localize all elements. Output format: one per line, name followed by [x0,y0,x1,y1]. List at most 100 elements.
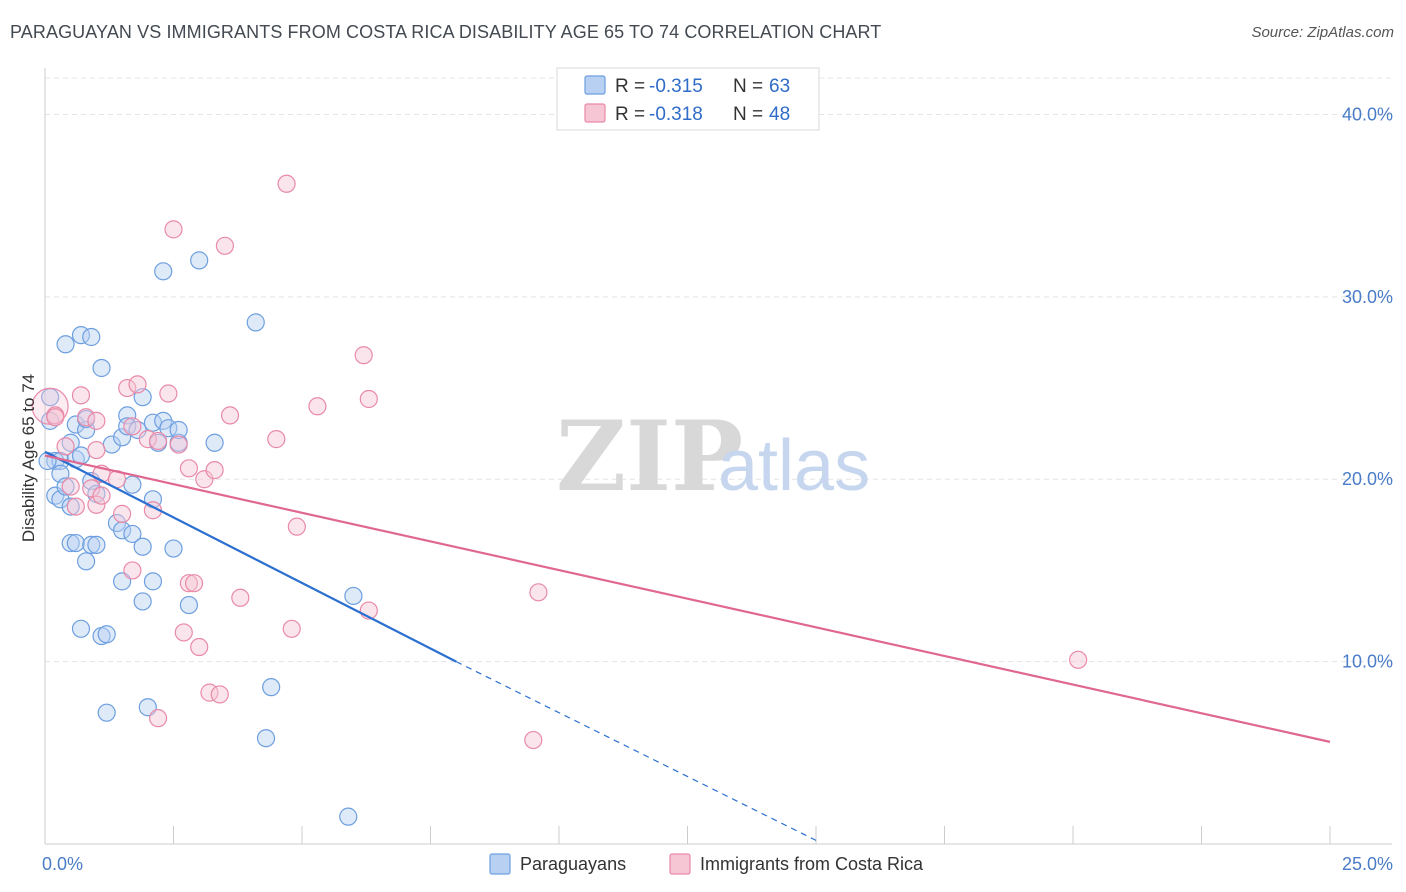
point-paraguayans-41 [133,537,152,556]
trend-line-costa-rica [44,454,1331,743]
point-paraguayans-40 [133,592,152,611]
point-costa-rica-34 [205,461,224,480]
point-costa-rica-40 [277,174,296,193]
trend-line-extension-paraguayans [455,661,817,841]
point-costa-rica-39 [267,430,286,449]
y-tick-label-1: 20.0% [1342,469,1393,489]
point-costa-rica-11 [87,440,106,460]
legend-r-value-blue: -0.315 [649,76,703,97]
point-costa-rica-9 [87,411,106,430]
chart-title: PARAGUAYAN VS IMMIGRANTS FROM COSTA RICA… [10,22,882,42]
point-paraguayans-12 [66,533,85,553]
point-costa-rica-16 [118,378,137,398]
point-paraguayans-56 [205,433,224,452]
point-paraguayans-13 [66,415,85,434]
point-costa-rica-19 [128,375,147,394]
source-label: Source: ZipAtlas.com [1251,24,1394,41]
point-costa-rica-26 [169,435,188,454]
watermark: ZIP atlas [556,400,870,513]
trend-lines [44,450,1331,841]
x-tick-label-max: 25.0% [1342,854,1393,874]
point-costa-rica-15 [112,504,132,523]
y-axis-label: Disability Age 65 to 74 [19,374,38,542]
point-costa-rica-44 [354,346,373,365]
point-paraguayans-60 [339,807,358,826]
series-legend: Paraguayans Immigrants from Costa Rica [489,853,924,875]
point-costa-rica-31 [190,637,209,657]
point-costa-rica-13 [92,486,111,505]
point-paraguayans-28 [97,625,116,644]
point-paraguayans-38 [123,524,142,544]
series-legend-label-costa-rica: Immigrants from Costa Rica [700,854,924,874]
point-costa-rica-45 [359,389,378,409]
point-costa-rica-22 [148,431,168,451]
point-costa-rica-49 [1069,650,1088,669]
point-paraguayans-53 [169,420,188,440]
legend-swatch-pink [584,103,606,123]
point-costa-rica-24 [159,384,178,403]
point-paraguayans-55 [190,251,209,270]
legend-n-label-blue: N = [733,76,763,97]
point-costa-rica-7 [77,408,96,427]
point-costa-rica-4 [61,477,80,496]
point-costa-rica-3 [56,437,75,456]
point-costa-rica-17 [123,417,142,436]
legend-r-value-pink: -0.318 [649,104,703,125]
point-costa-rica-8 [82,479,101,498]
legend-n-label-pink: N = [733,104,763,125]
watermark-atlas: atlas [718,426,870,506]
legend-n-value-pink: 48 [769,104,790,125]
point-paraguayans-54 [179,595,199,615]
point-costa-rica-18 [123,561,142,580]
point-paraguayans-19 [77,552,96,571]
legend-r-label-pink: R = [615,104,645,125]
series-legend-label-paraguayans: Paraguayans [520,854,626,874]
point-costa-rica-25 [164,220,183,239]
grid-lines [45,77,1392,663]
series-legend-swatch-paraguayans [489,853,511,875]
point-paraguayans-29 [97,703,116,722]
point-costa-rica-42 [287,517,306,536]
point-paraguayans-16 [71,619,91,638]
point-paraguayans-8 [56,477,75,496]
point-costa-rica-47 [524,730,543,750]
point-costa-rica-29 [179,574,199,593]
point-paraguayans-26 [92,358,111,378]
point-costa-rica-23 [148,709,168,728]
point-paraguayans-7 [56,335,75,354]
point-costa-rica-35 [210,685,229,704]
y-tick-label-3: 40.0% [1342,104,1393,124]
series-legend-swatch-costa-rica [669,853,691,875]
point-paraguayans-45 [143,572,163,591]
point-paraguayans-25 [87,535,106,554]
point-paraguayans-37 [123,475,142,494]
x-tick-label-min: 0.0% [42,854,83,874]
watermark-zip: ZIP [556,400,743,513]
point-paraguayans-10 [61,497,80,516]
point-costa-rica-41 [282,619,301,638]
point-costa-rica-32 [195,470,214,489]
legend-n-value-blue: 63 [769,76,790,97]
point-costa-rica-30 [184,574,204,593]
point-paraguayans-23 [82,327,101,347]
point-costa-rica-5 [66,497,85,516]
y-tick-label-0: 10.0% [1342,652,1393,672]
tick-labels: 10.0% 20.0% 30.0% 40.0% 0.0% 25.0% [42,104,1393,874]
point-paraguayans-48 [154,262,173,281]
point-paraguayans-57 [246,313,265,332]
point-paraguayans-22 [82,535,101,554]
point-costa-rica-36 [215,236,234,255]
point-paraguayans-58 [256,729,276,748]
point-costa-rica-2 [46,408,65,427]
point-costa-rica-43 [308,397,327,416]
point-costa-rica-10 [87,495,106,514]
point-costa-rica-27 [174,623,193,642]
stats-legend: R = -0.315 N = 63 R = -0.318 N = 48 [556,67,820,131]
point-paraguayans-61 [344,586,363,606]
point-paraguayans-11 [61,533,80,553]
y-tick-label-2: 30.0% [1342,287,1393,307]
legend-swatch-blue [584,75,606,95]
trend-line-paraguayans [44,450,457,663]
point-costa-rica-38 [231,588,250,607]
